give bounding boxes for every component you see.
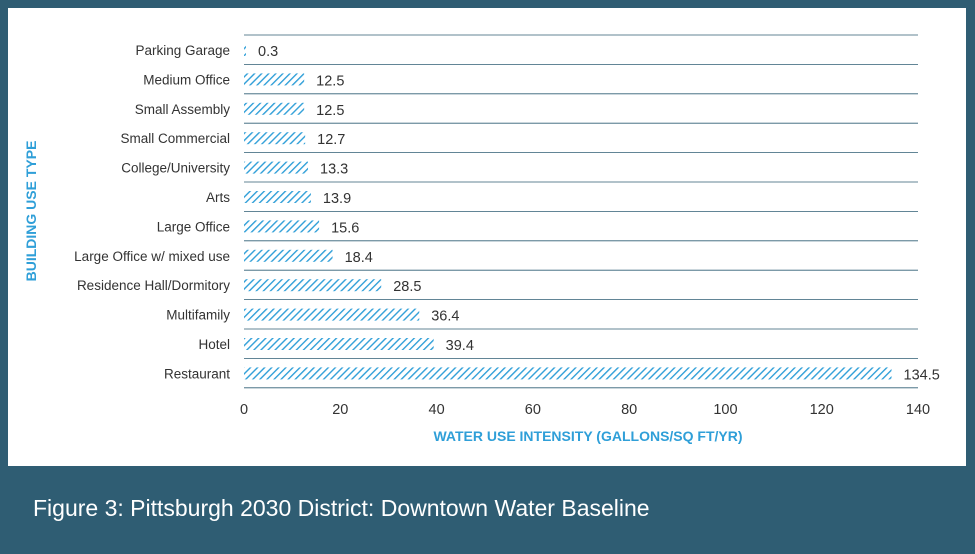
chart-panel: Parking Garage 0.3 Medium Office 12.5 Small … — [8, 8, 966, 466]
x-tick-label: 140 — [906, 402, 930, 418]
bar — [244, 279, 382, 292]
value-label: 12.5 — [316, 103, 344, 119]
bar — [244, 308, 420, 321]
category-label: Large Office w/ mixed use — [74, 249, 230, 264]
x-tick-label: 120 — [810, 402, 834, 418]
category-label: Arts — [206, 190, 230, 205]
category-label: Hotel — [198, 337, 230, 352]
value-label: 134.5 — [904, 367, 940, 383]
x-tick-label: 20 — [332, 402, 348, 418]
bar — [244, 367, 892, 380]
x-tick-label: 60 — [525, 402, 541, 418]
figure-caption: Figure 3: Pittsburgh 2030 District: Down… — [33, 495, 650, 521]
x-tick-label: 40 — [429, 402, 445, 418]
value-label: 15.6 — [331, 220, 359, 236]
category-label: Small Commercial — [120, 131, 230, 146]
value-label: 36.4 — [431, 309, 459, 325]
value-label: 18.4 — [345, 250, 373, 266]
value-label: 13.9 — [323, 191, 351, 207]
x-tick-label: 80 — [621, 402, 637, 418]
category-label: Residence Hall/Dormitory — [77, 278, 230, 293]
y-axis-title: BUILDING USE TYPE — [23, 141, 39, 282]
value-label: 0.3 — [258, 44, 278, 60]
category-label: College/University — [121, 161, 230, 176]
x-tick-label: 0 — [240, 402, 248, 418]
bar — [244, 220, 320, 233]
x-tick-label: 100 — [713, 402, 737, 418]
bar — [244, 338, 434, 350]
bar — [244, 132, 306, 145]
bar — [244, 191, 311, 203]
bar — [244, 102, 305, 115]
bar — [244, 44, 246, 56]
category-label: Restaurant — [164, 366, 230, 381]
bar-chart: Parking Garage 0.3 Medium Office 12.5 Small … — [23, 34, 940, 444]
value-label: 39.4 — [446, 338, 474, 354]
bar — [244, 73, 305, 86]
bar — [244, 161, 309, 174]
bar — [244, 249, 333, 262]
category-label: Medium Office — [143, 72, 230, 87]
value-label: 13.3 — [320, 162, 348, 178]
category-label: Small Assembly — [135, 102, 231, 117]
category-label: Large Office — [157, 219, 230, 234]
value-label: 28.5 — [393, 279, 421, 295]
value-label: 12.7 — [317, 132, 345, 148]
category-label: Parking Garage — [135, 43, 230, 58]
value-label: 12.5 — [316, 73, 344, 89]
x-axis-title: WATER USE INTENSITY (GALLONS/SQ FT/YR) — [433, 428, 742, 444]
category-label: Multifamily — [166, 308, 230, 323]
